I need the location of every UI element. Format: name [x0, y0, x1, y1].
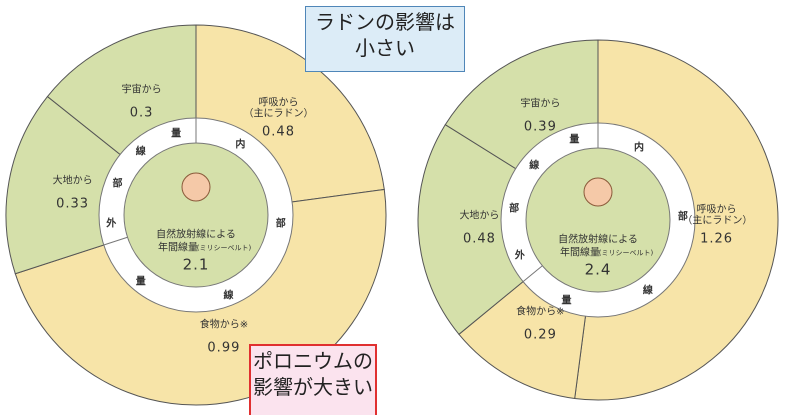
slice-value: 0.39 — [523, 119, 557, 135]
center-label: 自然放射線による — [156, 229, 236, 241]
slice-label: 食物から※ — [199, 319, 249, 331]
ring-char: 量 — [171, 128, 182, 140]
slice-value: 0.3 — [129, 105, 154, 121]
slice-value: 0.29 — [523, 327, 557, 343]
ring-char: 部 — [677, 211, 688, 223]
ring-char: 内 — [235, 139, 246, 151]
person-icon — [583, 177, 613, 207]
ring-char: 線 — [642, 285, 653, 297]
slice-value: 0.33 — [56, 196, 90, 212]
ring-char: 量 — [569, 134, 580, 146]
slice-value: 0.48 — [262, 124, 295, 140]
slice-label: 呼吸から （主にラドン） — [682, 204, 753, 227]
center-label-2: 年間線量 — [560, 247, 600, 259]
center-label-2: 年間線量 — [158, 242, 198, 254]
ring-char: 外 — [514, 250, 525, 262]
center-unit: (ミリシーベルト) — [196, 243, 252, 252]
total-value: 2.4 — [584, 260, 612, 279]
ring-char: 外 — [106, 218, 117, 230]
ring-char: 部 — [275, 218, 286, 230]
slice-value: 1.26 — [700, 231, 734, 247]
ring-char: 線 — [223, 290, 234, 302]
ring-char: 線 — [529, 160, 540, 172]
slice-label: 宇宙から — [121, 84, 162, 96]
slice-label: 大地から — [459, 209, 500, 221]
ring-char: 部 — [112, 178, 123, 190]
slice-label: 食物から※ — [516, 306, 565, 318]
ring-divider — [103, 236, 128, 246]
ring-char: 部 — [509, 203, 520, 215]
slice-label: 宇宙から — [520, 98, 561, 110]
center-label: 自然放射線による — [558, 234, 638, 246]
person-icon — [181, 172, 211, 202]
ring-char: 量 — [135, 276, 146, 288]
ring-char: 線 — [135, 146, 146, 158]
center-unit: (ミリシーベルト) — [598, 248, 654, 257]
annotation-polonium: ポロニウムの 影響が大きい — [249, 344, 377, 415]
slice-value: 0.48 — [462, 231, 496, 247]
slice-value: 0.99 — [207, 340, 241, 356]
ring-divider — [522, 265, 543, 282]
total-value: 2.1 — [182, 255, 210, 274]
ring-char: 内 — [633, 142, 644, 154]
ring-char: 量 — [561, 295, 572, 307]
annotation-radon: ラドンの影響は 小さい — [305, 6, 465, 72]
slice-label: 呼吸から （主にラドン） — [243, 97, 314, 120]
slice-label: 大地から — [52, 174, 93, 186]
